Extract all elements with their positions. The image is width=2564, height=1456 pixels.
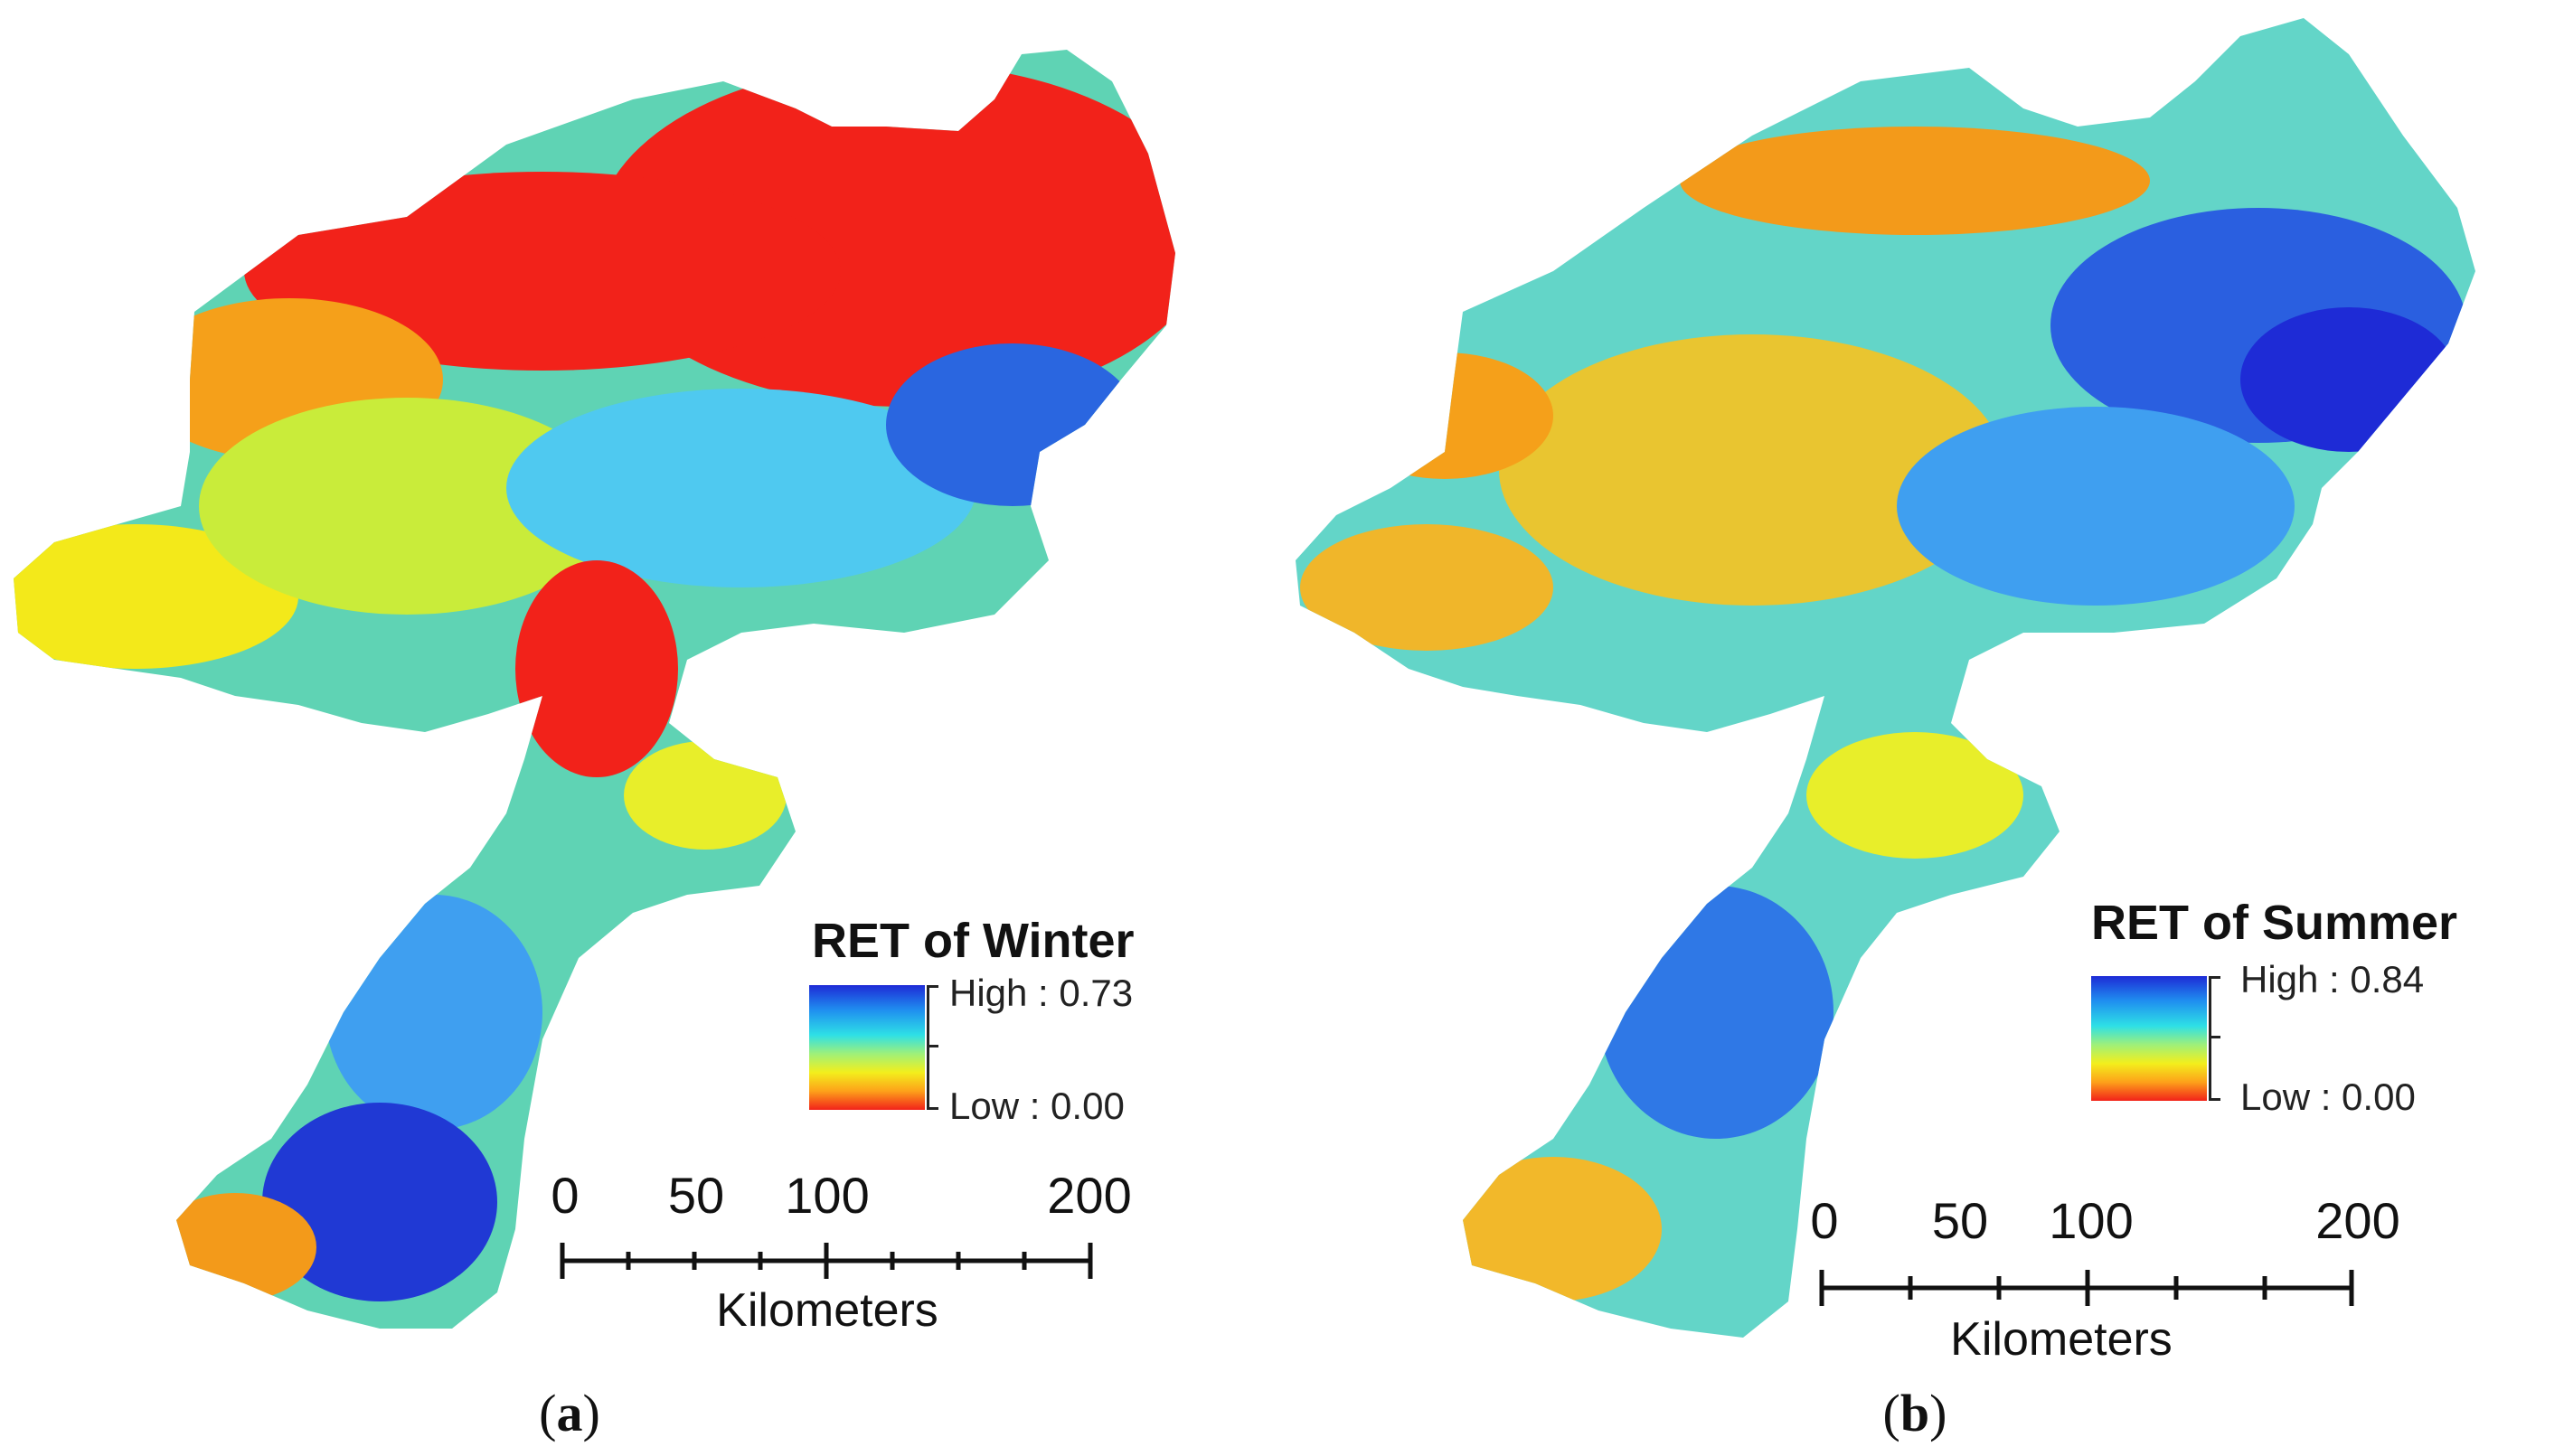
- legend-ramp-ticks: [2209, 976, 2220, 1101]
- legend-title: RET of Summer: [2091, 896, 2458, 950]
- legend-color-ramp: [809, 985, 925, 1110]
- legend-high-label: High : 0.73: [949, 972, 1134, 1014]
- panel-caption-a: (a): [539, 1384, 600, 1442]
- scale-unit-label: Kilometers: [716, 1284, 938, 1337]
- scale-bar: [560, 1243, 1093, 1279]
- legend-color-ramp: [2091, 976, 2207, 1101]
- scale-tick-label-0: 0: [551, 1167, 580, 1224]
- scale-tick-label-200: 200: [1047, 1167, 1132, 1224]
- scale-tick-label-50: 50: [1931, 1192, 1989, 1249]
- scale-tick-label-0: 0: [1810, 1192, 1839, 1249]
- map-panel-winter: RET of Winter High : 0.73 Low : 0.00 0 5…: [14, 50, 1175, 1442]
- scale-unit-label: Kilometers: [1950, 1313, 2173, 1366]
- summer-ret-map: [1296, 18, 2475, 1338]
- panel-caption-b: (b): [1882, 1384, 1947, 1442]
- legend-title: RET of Winter: [812, 914, 1135, 968]
- legend-low-label: Low : 0.00: [2240, 1076, 2416, 1118]
- scale-tick-label-100: 100: [2049, 1192, 2134, 1249]
- scale-tick-label-50: 50: [667, 1167, 725, 1224]
- scale-tick-label-200: 200: [2315, 1192, 2400, 1249]
- scale-tick-label-100: 100: [785, 1167, 870, 1224]
- winter-ret-map: [14, 50, 1175, 1329]
- legend-ramp-ticks: [927, 985, 938, 1110]
- legend-low-label: Low : 0.00: [949, 1085, 1125, 1127]
- scale-bar: [1819, 1270, 2354, 1306]
- legend-high-label: High : 0.84: [2240, 958, 2425, 1000]
- map-panel-summer: RET of Summer High : 0.84 Low : 0.00 0 5…: [1282, 0, 2564, 1456]
